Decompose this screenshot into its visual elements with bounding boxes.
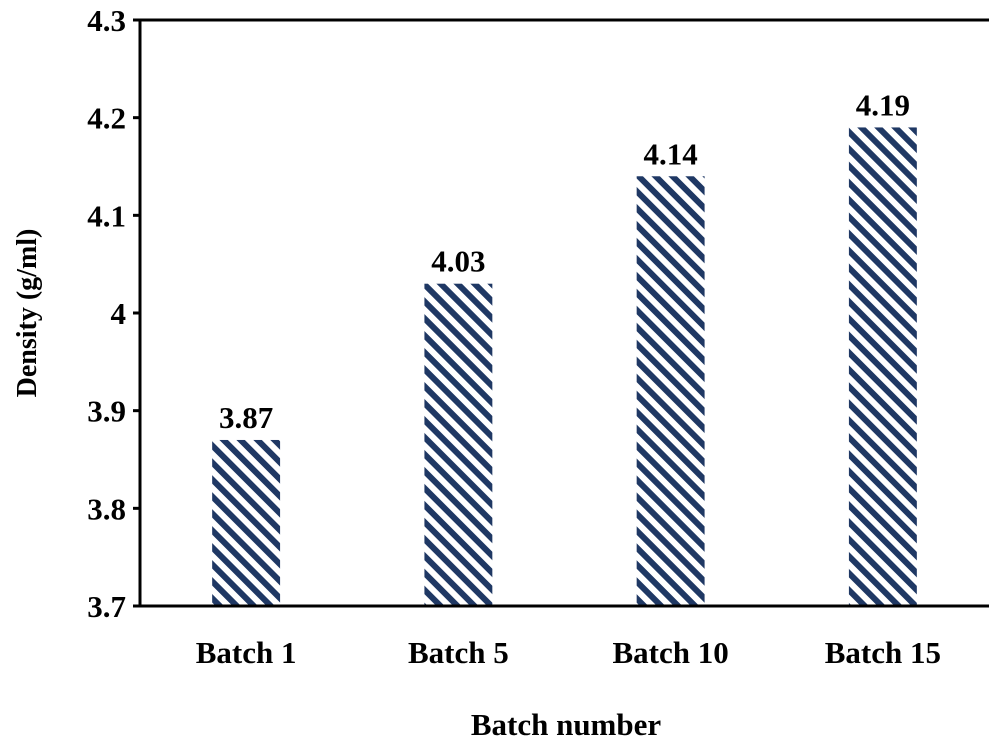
bar-value-label: 4.19 [856,87,910,122]
y-tick-label: 4 [111,296,127,331]
bar-value-label: 4.03 [431,244,485,279]
y-tick-label: 4.1 [87,198,126,233]
y-tick-label: 3.8 [87,491,126,526]
y-tick-label: 3.9 [87,394,126,429]
x-tick-label: Batch 10 [613,635,729,670]
x-axis-title: Batch number [471,707,662,738]
bar-batch-15 [848,127,917,606]
x-tick-label: Batch 5 [408,635,509,670]
bar-batch-10 [636,176,705,606]
y-tick-label: 4.3 [87,3,126,38]
y-axis-title: Density (g/ml) [12,229,43,398]
y-ticks-layer: 3.7 3.8 3.9 4 4.1 4.2 4.3 [87,3,140,624]
bar-batch-5 [424,283,493,606]
x-ticks-layer: Batch 1 Batch 5 Batch 10 Batch 15 [196,635,941,670]
value-labels-layer: 3.87 4.03 4.14 4.19 [219,87,910,435]
bar-batch-1 [212,439,281,606]
x-tick-label: Batch 1 [196,635,297,670]
bars-layer [212,127,917,606]
bar-value-label: 4.14 [644,136,698,171]
y-tick-label: 3.7 [87,589,126,624]
bar-value-label: 3.87 [219,400,273,435]
y-tick-label: 4.2 [87,101,126,136]
x-tick-label: Batch 15 [825,635,941,670]
